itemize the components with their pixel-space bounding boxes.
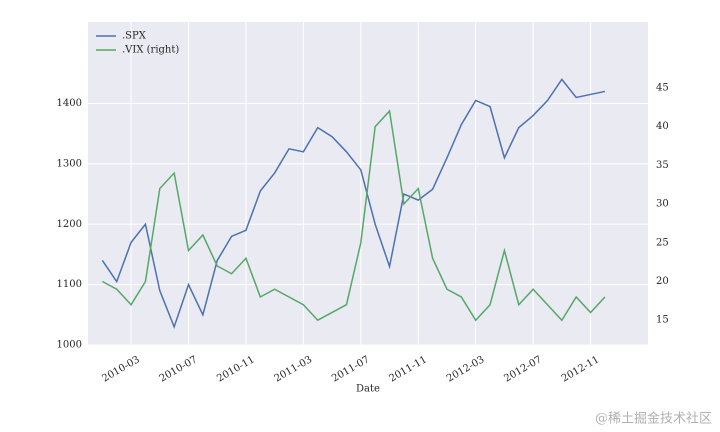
x-tick-label: 2011-03 — [273, 354, 314, 384]
line — [101, 78, 606, 330]
y2-tick-label: 35 — [656, 160, 669, 171]
x-tick-label: 2012-07 — [502, 354, 543, 384]
y-tick-label: 1400 — [57, 98, 82, 109]
y2-tick-label: 25 — [656, 237, 669, 248]
y-tick-label: 1200 — [57, 219, 82, 230]
line — [102, 109, 606, 322]
y2-tick-label: 40 — [656, 121, 669, 132]
x-tick-label: 2012-03 — [445, 354, 486, 384]
y-tick-label: 1300 — [57, 158, 82, 169]
x-tick-label: 2010-11 — [215, 354, 256, 384]
legend-label: .SPX — [122, 31, 147, 42]
x-tick-label: 2010-07 — [158, 354, 199, 384]
y2-tick-label: 45 — [656, 82, 669, 93]
x-tick-label: 2012-11 — [560, 354, 601, 384]
x-tick-label: 2011-11 — [388, 354, 429, 384]
watermark: @稀土掘金技术社区 — [595, 411, 712, 427]
legend-label: .VIX (right) — [122, 45, 179, 56]
y-tick-label: 1100 — [57, 279, 82, 290]
y2-tick-label: 15 — [656, 315, 669, 326]
x-tick-label: 2011-07 — [330, 354, 371, 384]
y-tick-label: 1000 — [57, 340, 82, 351]
y2-tick-label: 20 — [656, 276, 669, 287]
x-axis-label: Date — [356, 384, 380, 395]
x-tick-label: 2010-03 — [100, 354, 141, 384]
y2-tick-label: 30 — [656, 199, 669, 210]
